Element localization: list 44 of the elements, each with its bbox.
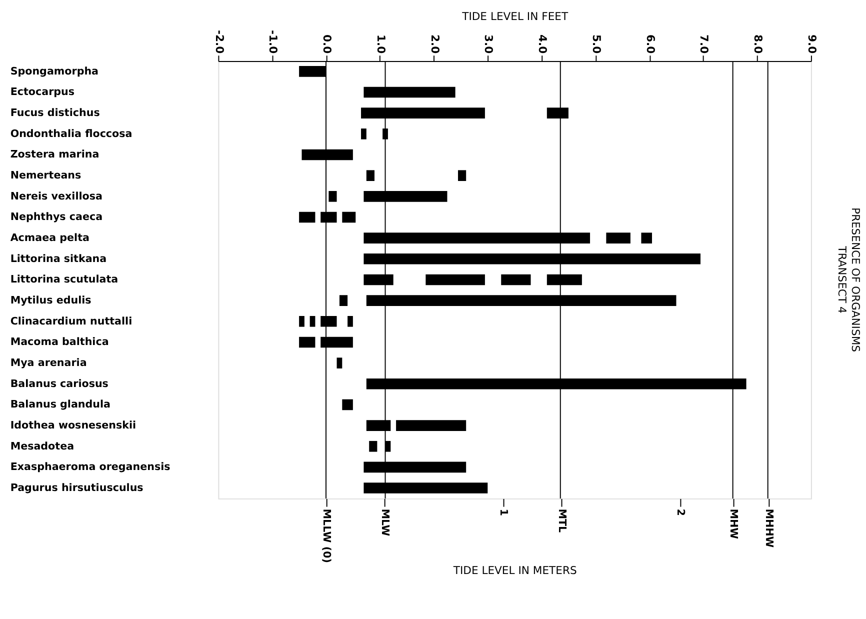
y-tick-label: Mytilus edulis [10, 294, 92, 307]
y-tick-label: Idothea wosnesenskii [10, 419, 136, 432]
y-tick-label: Mesadotea [10, 440, 74, 452]
y-tick-label: Acmaea pelta [10, 232, 90, 244]
x2-tick-label: MHW [728, 508, 740, 540]
y-tick-label: Littorina sitkana [10, 252, 107, 265]
y-tick-label: Ondonthalia floccosa [10, 128, 132, 140]
x2-tick-label: MLW [379, 508, 392, 537]
text: PRESENCE OF ORGANISMS [849, 207, 862, 352]
y-tick-label: Nemerteans [10, 170, 82, 182]
x-tick-label: -2.0 [212, 30, 226, 54]
x-tick-label: 4.0 [536, 34, 550, 54]
y-tick-label: Balanus cariosus [10, 378, 108, 390]
x-tick-label: 7.0 [698, 34, 711, 54]
x-axis-title: TIDE LEVEL IN FEET [461, 10, 568, 24]
y-tick-label: Exasphaeroma oreganensis [10, 461, 170, 474]
x-tick-label: 5.0 [590, 34, 603, 54]
y-tick-label: Macoma balthica [10, 336, 109, 348]
x-tick-label: 1.0 [374, 34, 388, 54]
x2-axis-title: TIDE LEVEL IN METERS [452, 564, 577, 577]
y-tick-label: Ectocarpus [10, 86, 75, 98]
y-tick-label: Mya arenaria [10, 357, 87, 369]
x-tick-label: 0.0 [320, 34, 334, 54]
x-tick-label: 6.0 [644, 34, 657, 54]
x2-tick-label: 2 [674, 508, 687, 516]
x2-tick-label: 1 [498, 508, 510, 516]
y-tick-label: Fucus distichus [10, 107, 100, 120]
x2-tick-label: MTL [556, 508, 568, 534]
x-tick-label: 2.0 [428, 34, 442, 54]
y-tick-label: Clinacardium nuttalli [10, 315, 132, 328]
x2-tick-label: MHHW [763, 508, 776, 548]
x-tick-label: 8.0 [752, 34, 765, 54]
y-tick-label: Nereis vexillosa [10, 190, 102, 202]
y-tick-label: Balanus glandula [10, 398, 111, 411]
x2-tick-label: MLLW (0) [320, 508, 333, 563]
x-tick-label: -1.0 [266, 30, 280, 54]
x-tick-label: 3.0 [482, 34, 496, 54]
y-tick-label: Pagurus hirsutiusculus [10, 482, 144, 494]
text: TRANSECT 4 [835, 245, 848, 314]
x-tick-label: 9.0 [805, 34, 818, 54]
y-tick-label: Spongamorpha [10, 65, 99, 78]
y-tick-label: Zostera marina [10, 148, 100, 161]
y-tick-label: Littorina scutulata [10, 274, 118, 286]
y-tick-label: Nephthys caeca [10, 211, 103, 224]
